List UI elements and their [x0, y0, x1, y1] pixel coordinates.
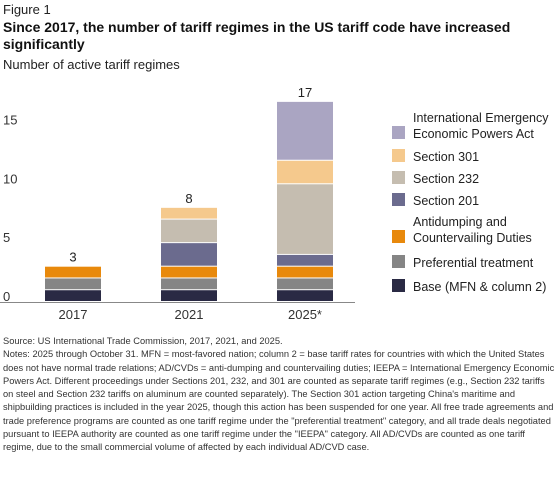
- bar-segment: [277, 278, 333, 290]
- legend-label: Section 201: [413, 194, 479, 208]
- legend-swatch: [392, 279, 405, 292]
- y-tick-label: 10: [3, 171, 17, 186]
- legend-swatch: [392, 230, 405, 243]
- legend-label: Antidumping and: [413, 215, 507, 229]
- legend-label: International Emergency: [413, 111, 549, 125]
- legend-swatch: [392, 149, 405, 162]
- bar-segment: [45, 290, 101, 301]
- bar-segment: [277, 101, 333, 160]
- bar-segment: [161, 290, 217, 301]
- chart-subtitle: Number of active tariff regimes: [3, 57, 180, 72]
- bar-segment: [45, 278, 101, 290]
- bar-segment: [277, 160, 333, 184]
- notes-text: Notes: 2025 through October 31. MFN = mo…: [3, 349, 555, 453]
- source-note: Source: US International Trade Commissio…: [3, 336, 283, 346]
- legend-swatch: [392, 126, 405, 139]
- bar-total-label: 8: [185, 191, 192, 206]
- bar-segment: [45, 266, 101, 278]
- bar-segment: [277, 184, 333, 254]
- bar-total-label: 3: [69, 250, 76, 265]
- x-tick-label: 2025*: [288, 307, 322, 322]
- bar-segment: [161, 207, 217, 219]
- legend-label: Base (MFN & column 2): [413, 280, 546, 294]
- chart-notes: Source: US International Trade Commissio…: [3, 335, 555, 455]
- x-tick-label: 2017: [59, 307, 88, 322]
- legend-swatch: [392, 171, 405, 184]
- bar-segment: [277, 290, 333, 301]
- x-tick-label: 2021: [175, 307, 204, 322]
- y-tick-label: 0: [3, 289, 10, 304]
- bar-segment: [161, 219, 217, 243]
- bar-total-label: 17: [298, 85, 312, 100]
- figure-label: Figure 1: [3, 2, 51, 17]
- legend-label: Section 301: [413, 150, 479, 164]
- bar-segment: [161, 278, 217, 290]
- bar-segment: [277, 266, 333, 278]
- legend-label: Countervailing Duties: [413, 231, 532, 245]
- legend-swatch: [392, 193, 405, 206]
- legend-swatch: [392, 255, 405, 268]
- legend-label: Economic Powers Act: [413, 127, 534, 141]
- legend-label: Section 232: [413, 172, 479, 186]
- bar-segment: [277, 254, 333, 266]
- y-tick-label: 15: [3, 112, 17, 127]
- y-tick-label: 5: [3, 230, 10, 245]
- stacked-bar-chart: 0 5 10 15 3 2017 8 2021 17 2025* International Eme…: [0, 85, 549, 322]
- bar-segment: [161, 243, 217, 266]
- legend-label: Preferential treatment: [413, 256, 534, 270]
- bar-segment: [161, 266, 217, 278]
- chart-title: Since 2017, the number of tariff regimes…: [3, 19, 511, 52]
